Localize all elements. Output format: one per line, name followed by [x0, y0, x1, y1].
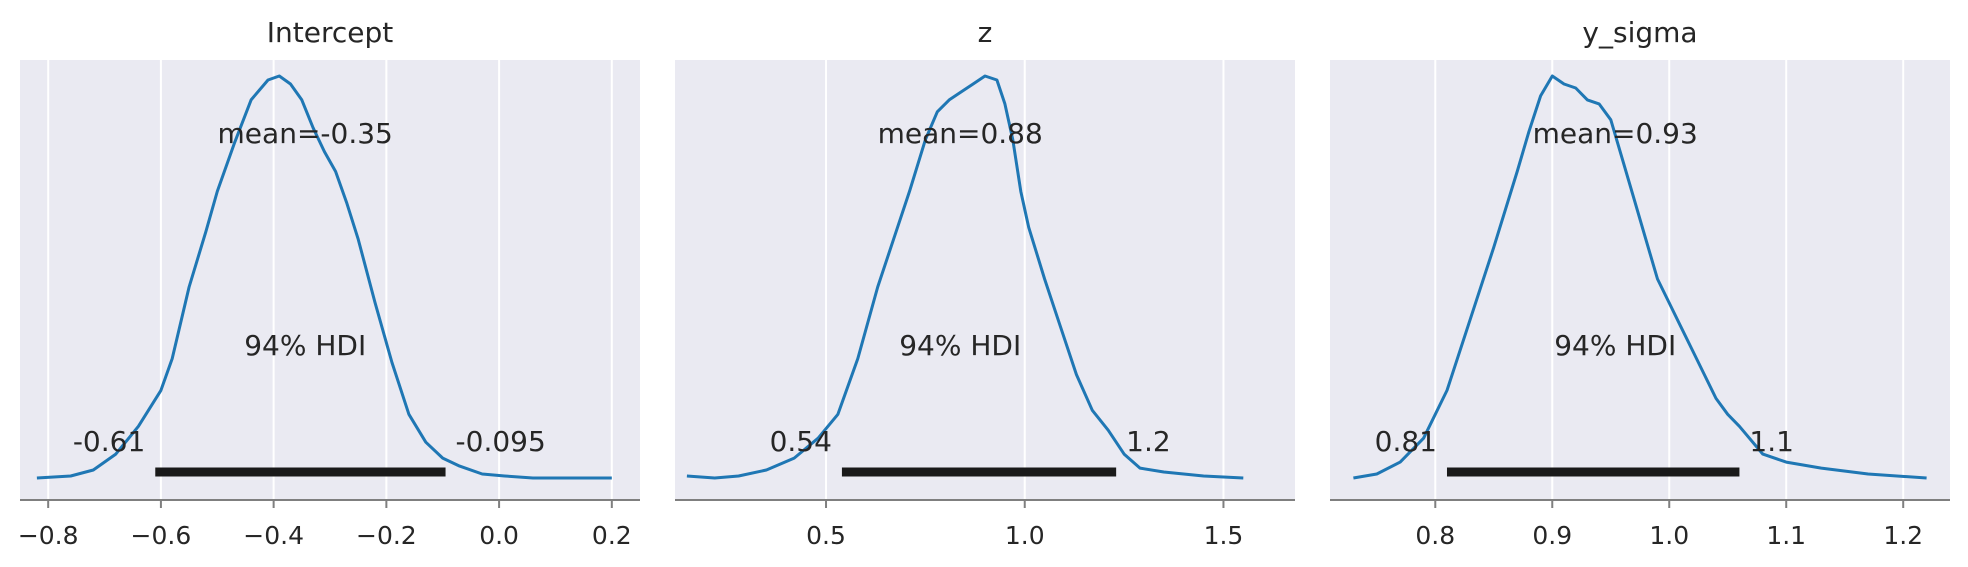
panel-title: y_sigma	[1582, 16, 1697, 49]
x-tick-label: 1.5	[1204, 521, 1244, 550]
x-tick-label: −0.4	[243, 521, 304, 550]
x-tick-label: 0.9	[1532, 521, 1572, 550]
panel-title: z	[978, 16, 993, 49]
x-tick-label: 1.0	[1649, 521, 1689, 550]
hdi-label: 94% HDI	[1554, 329, 1676, 362]
hdi-lower-label: 0.81	[1375, 425, 1437, 458]
panel-background	[675, 60, 1295, 500]
x-tick-label: 0.2	[592, 521, 632, 550]
hdi-upper-label: 1.1	[1749, 425, 1794, 458]
x-tick-label: 1.0	[1005, 521, 1045, 550]
hdi-upper-label: 1.2	[1126, 425, 1171, 458]
panel-title: Intercept	[267, 16, 394, 49]
x-tick-label: −0.6	[131, 521, 192, 550]
x-tick-label: 0.5	[806, 521, 846, 550]
hdi-lower-label: 0.54	[770, 425, 832, 458]
hdi-label: 94% HDI	[244, 329, 366, 362]
hdi-label: 94% HDI	[899, 329, 1021, 362]
mean-label: mean=-0.35	[218, 117, 393, 150]
density-curve	[686, 74, 1244, 480]
x-tick-label: 0.8	[1415, 521, 1455, 550]
mean-label: mean=0.93	[1533, 117, 1698, 150]
density-curve	[1353, 74, 1927, 480]
hdi-lower-label: -0.61	[73, 425, 145, 458]
density-curve	[36, 74, 612, 480]
x-tick-label: 1.2	[1883, 521, 1923, 550]
x-tick-label: −0.8	[18, 521, 79, 550]
panel-background	[20, 60, 640, 500]
mean-label: mean=0.88	[878, 117, 1043, 150]
x-tick-label: −0.2	[356, 521, 417, 550]
x-tick-label: 0.0	[479, 521, 519, 550]
panel-background	[1330, 60, 1950, 500]
hdi-upper-label: -0.095	[456, 425, 546, 458]
x-tick-label: 1.1	[1766, 521, 1806, 550]
